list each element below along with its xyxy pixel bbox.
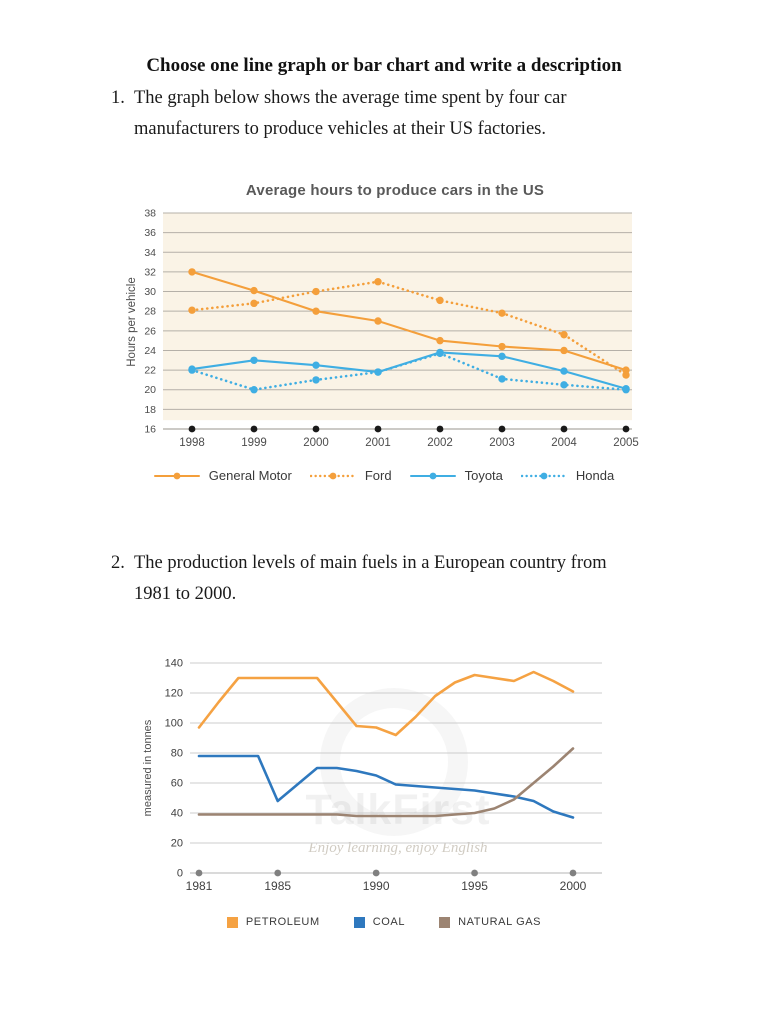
svg-text:2000: 2000 (303, 437, 329, 449)
svg-text:34: 34 (144, 247, 156, 259)
svg-text:26: 26 (144, 325, 156, 337)
svg-text:28: 28 (144, 306, 156, 318)
legend-item-ford: Ford (309, 468, 392, 483)
chart1-title: Average hours to produce cars in the US (245, 182, 545, 199)
svg-text:22: 22 (144, 365, 156, 377)
legend-line-sample-icon (520, 472, 567, 479)
legend-item-natural-gas: NATURAL GAS (439, 916, 541, 928)
svg-text:1985: 1985 (264, 879, 291, 893)
svg-text:0: 0 (177, 868, 183, 880)
prompt-1-number: 1. (111, 88, 125, 108)
svg-text:2002: 2002 (427, 437, 453, 449)
svg-text:120: 120 (165, 688, 183, 700)
page-title: Choose one line graph or bar chart and w… (146, 54, 622, 76)
legend-label: COAL (372, 916, 406, 928)
legend-label: Ford (364, 468, 392, 483)
svg-text:38: 38 (144, 208, 156, 220)
svg-text:30: 30 (144, 286, 156, 298)
svg-text:18: 18 (144, 404, 156, 416)
svg-text:140: 140 (165, 658, 183, 670)
legend-item-coal: COAL (353, 916, 406, 928)
svg-text:1998: 1998 (179, 437, 205, 449)
legend-line-sample-icon (153, 472, 200, 479)
svg-text:20: 20 (144, 384, 156, 396)
legend-line-sample-icon (309, 472, 356, 479)
prompt-2-number: 2. (111, 553, 125, 573)
svg-text:100: 100 (165, 718, 183, 730)
svg-text:2003: 2003 (489, 437, 515, 449)
prompt-1: 1. The graph below shows the average tim… (111, 83, 656, 145)
legend-swatch-icon (439, 916, 451, 928)
svg-text:1999: 1999 (241, 437, 267, 449)
svg-text:40: 40 (171, 808, 183, 820)
svg-text:2004: 2004 (551, 437, 577, 449)
svg-text:1990: 1990 (363, 879, 390, 893)
legend-line-sample-icon (409, 472, 456, 479)
legend-label: PETROLEUM (245, 916, 320, 928)
legend-label: General Motor (208, 468, 292, 483)
svg-text:1981: 1981 (186, 879, 213, 893)
svg-text:2001: 2001 (365, 437, 391, 449)
legend-item-general-motor: General Motor (153, 468, 292, 483)
legend-label: Toyota (464, 468, 503, 483)
legend-item-toyota: Toyota (409, 468, 503, 483)
legend-item-petroleum: PETROLEUM (226, 916, 320, 928)
svg-text:2005: 2005 (613, 437, 639, 449)
svg-text:32: 32 (144, 266, 156, 278)
legend-swatch-icon (226, 916, 238, 928)
svg-text:36: 36 (144, 227, 156, 239)
svg-text:16: 16 (144, 423, 156, 435)
prompt-2-text: The production levels of main fuels in a… (134, 553, 607, 604)
svg-text:60: 60 (171, 778, 183, 790)
svg-text:24: 24 (144, 345, 156, 357)
legend-swatch-icon (353, 916, 365, 928)
cars-line-chart: 38 36 34 32 30 28 26 24 22 20 18 16 1998 1999 2000 2001… (144, 208, 639, 449)
legend-label: Honda (575, 468, 615, 483)
svg-text:20: 20 (171, 838, 183, 850)
prompt-1-text: The graph below shows the average time s… (134, 88, 567, 139)
svg-text:2000: 2000 (560, 879, 587, 893)
legend-label: NATURAL GAS (458, 916, 542, 928)
chart1-legend: General Motor Ford Toyota Honda (0, 468, 768, 483)
legend-item-honda: Honda (520, 468, 615, 483)
prompt-2: 2. The production levels of main fuels i… (111, 548, 656, 610)
svg-text:1995: 1995 (461, 879, 488, 893)
svg-text:80: 80 (171, 748, 183, 760)
chart2-legend: PETROLEUM COAL NATURAL GAS (0, 916, 768, 928)
